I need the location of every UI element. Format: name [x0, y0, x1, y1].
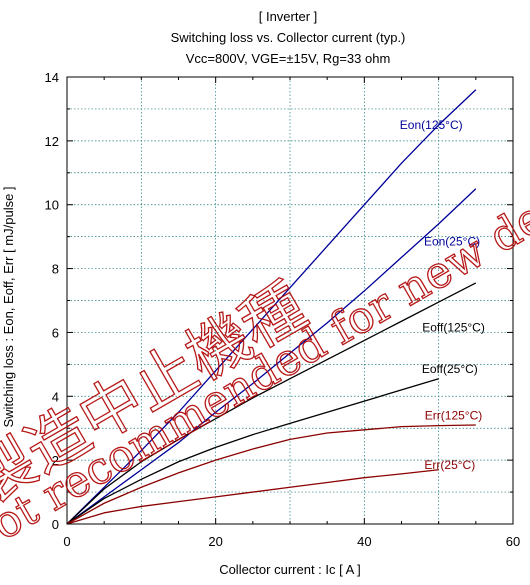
x-tick-label: 0 [63, 534, 70, 549]
chart-title: [ Inverter ] [259, 9, 318, 24]
watermark-stamp: 製造中止機種 Not recommended for new design. [0, 138, 530, 571]
series-line-eon-25-c [66, 188, 477, 525]
y-tick-label: 0 [52, 517, 59, 532]
y-tick-label: 2 [52, 453, 59, 468]
chart-condition: Vcc=800V, VGE=±15V, Rg=33 ohm [186, 51, 391, 66]
y-tick-label: 8 [52, 262, 59, 277]
series-annotations: Eon(125°C) Eon(25°C) Eoff(125°C) Eoff(25°C)… [400, 118, 485, 472]
series-line-err-125-c [66, 424, 476, 525]
series-label: Eon(25°C) [424, 234, 480, 248]
series-label: Eoff(125°C) [422, 321, 485, 335]
series-line-eoff-25-c [66, 378, 439, 525]
y-tick-label: 12 [45, 134, 59, 149]
series-line-eon-125-c [66, 89, 477, 525]
x-tick-label: 40 [357, 534, 371, 549]
series-line-eoff-125-c [66, 282, 477, 525]
y-tick-label: 14 [45, 70, 59, 85]
x-tick-label: 60 [506, 534, 520, 549]
axis-ticks: 0 20 40 60 0 2 4 6 8 10 12 14 [45, 70, 521, 549]
x-tick-label: 20 [208, 534, 222, 549]
series-line-err-25-c [66, 469, 439, 525]
series-label: Eon(125°C) [400, 118, 463, 132]
x-axis-label: Collector current : Ic [ A ] [219, 562, 361, 577]
series-label: Err(25°C) [424, 458, 475, 472]
series-lines [66, 89, 477, 525]
series-label: Err(125°C) [425, 408, 482, 422]
y-tick-label: 6 [52, 325, 59, 340]
y-axis-label: Switching loss : Eon, Eoff, Err [ mJ/pul… [1, 186, 16, 427]
grid-lines [67, 77, 513, 524]
series-label: Eoff(25°C) [422, 362, 478, 376]
y-tick-label: 10 [45, 198, 59, 213]
watermark-text-en: Not recommended for new design. [0, 138, 530, 569]
y-tick-label: 4 [52, 389, 59, 404]
chart-subtitle: Switching loss vs. Collector current (ty… [171, 30, 406, 45]
